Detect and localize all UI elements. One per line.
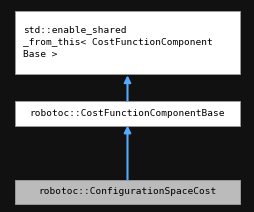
FancyBboxPatch shape <box>15 11 239 74</box>
FancyBboxPatch shape <box>15 180 239 204</box>
Text: robotoc::ConfigurationSpaceCost: robotoc::ConfigurationSpaceCost <box>38 187 216 196</box>
Text: std::enable_shared
_from_this< CostFunctionComponent
Base >: std::enable_shared _from_this< CostFunct… <box>23 25 212 59</box>
FancyBboxPatch shape <box>15 101 239 126</box>
Text: robotoc::CostFunctionComponentBase: robotoc::CostFunctionComponentBase <box>30 109 224 118</box>
